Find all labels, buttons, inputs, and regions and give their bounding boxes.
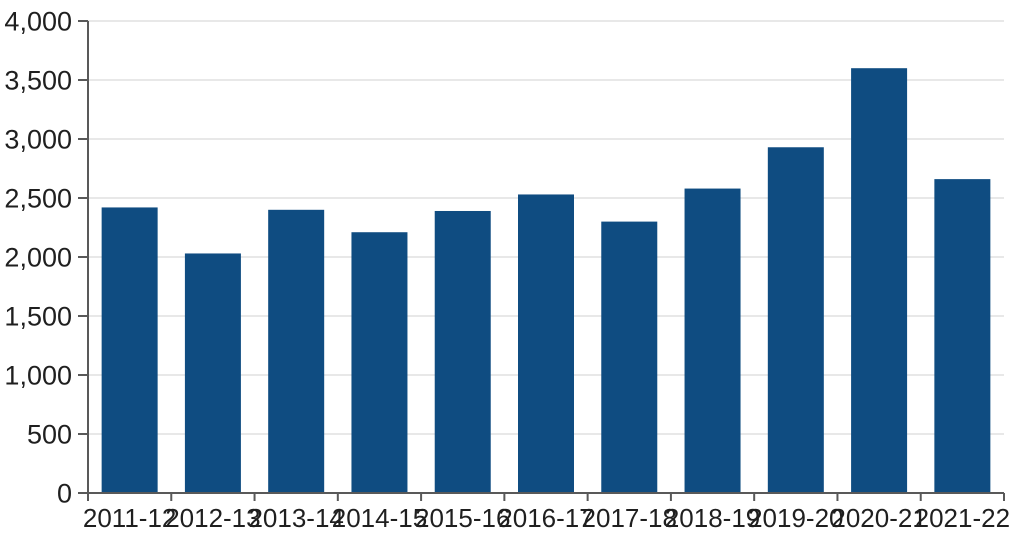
- bar-2015-16: [434, 210, 491, 494]
- y-tick-label: 2,500: [4, 184, 72, 214]
- y-tick-label: 3,000: [4, 125, 72, 155]
- x-axis-label: 2014-15: [332, 503, 427, 533]
- x-axis-label: 2011-12: [83, 503, 177, 533]
- y-tick-label: 4,000: [4, 7, 72, 37]
- bar-2011-12: [101, 207, 158, 493]
- x-axis-label: 2020-21: [831, 503, 926, 533]
- y-tick-label: 3,500: [4, 66, 72, 96]
- bar-2021-22: [934, 179, 991, 493]
- bar-2014-15: [351, 232, 408, 493]
- x-axis-label: 2013-14: [248, 503, 343, 533]
- y-tick-label: 0: [57, 479, 72, 509]
- x-axis-label: 2017-18: [582, 503, 677, 533]
- y-tick-label: 500: [27, 420, 72, 450]
- bar-2017-18: [601, 221, 658, 493]
- x-axis-label: 2012-13: [165, 503, 260, 533]
- x-axis-label: 2016-17: [498, 503, 593, 533]
- bar-2016-17: [518, 194, 574, 493]
- bar-2013-14: [268, 209, 325, 494]
- bar-2012-13: [184, 253, 241, 493]
- y-tick-label: 1,000: [4, 361, 72, 391]
- bar-2020-21: [851, 68, 908, 493]
- x-axis-label: 2018-19: [665, 503, 760, 533]
- y-tick-label: 1,500: [4, 302, 72, 332]
- y-tick-label: 2,000: [4, 243, 72, 273]
- x-axis-label: 2015-16: [415, 503, 510, 533]
- x-axis-label: 2019-20: [748, 503, 843, 533]
- bar-2018-19: [684, 188, 741, 493]
- bar-2019-20: [767, 147, 824, 493]
- x-axis-label: 2021-22: [915, 503, 1010, 533]
